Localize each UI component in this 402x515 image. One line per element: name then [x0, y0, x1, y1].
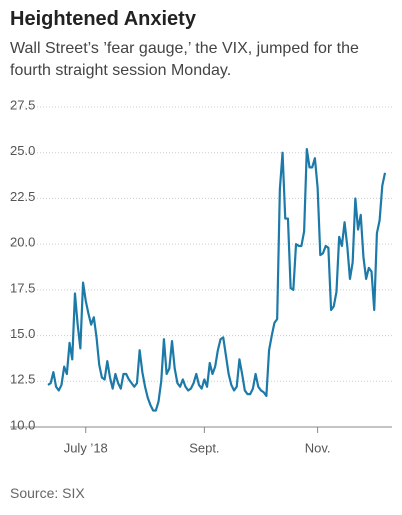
y-tick-label: 25.0	[10, 143, 35, 158]
chart-subtitle: Wall Street’s ’fear gauge,’ the VIX, jum…	[10, 40, 359, 79]
y-tick-label: 27.5	[10, 97, 35, 112]
data-line	[47, 147, 387, 412]
y-tick-label: 22.5	[10, 189, 35, 204]
x-tick-label: Sept.	[189, 440, 219, 455]
x-tick-label: Nov.	[305, 440, 331, 455]
y-tick-label: 17.5	[10, 280, 35, 295]
y-tick-label: 15.0	[10, 326, 35, 341]
chart-title: Heightened Anxiety	[10, 8, 196, 30]
y-tick-label: 10.0	[10, 417, 35, 432]
source-note: Source: SIX	[10, 485, 85, 501]
y-tick-label: 20.0	[10, 235, 35, 250]
y-tick-label: 12.5	[10, 372, 35, 387]
x-tick-label: July ’18	[64, 440, 108, 455]
